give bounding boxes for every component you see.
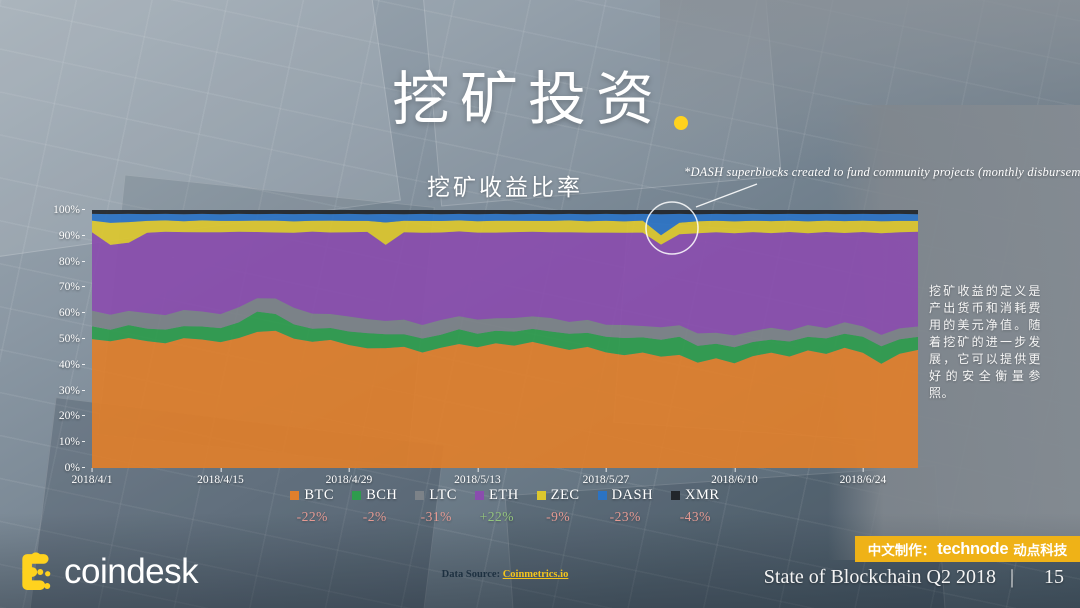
y-axis: 0% 10% 20% 30% 40% 50% 60% 70% 80% 90% 100% <box>44 204 86 474</box>
x-tick-label: 2018/5/27 <box>582 468 630 486</box>
legend-label: ZEC <box>550 487 580 503</box>
coindesk-logo-icon <box>22 552 51 590</box>
y-tick-label: 30% <box>58 384 86 397</box>
legend-change: -2% <box>362 509 387 524</box>
legend-label: BCH <box>366 487 398 503</box>
banner-prefix: 中文制作： <box>867 543 936 558</box>
legend-label: DASH <box>611 487 654 503</box>
y-tick-label: 10% <box>58 436 86 449</box>
legend-swatch-dash <box>597 491 607 500</box>
x-tick-label: 2018/5/13 <box>454 468 501 486</box>
report-title: State of Blockchain Q2 2018 <box>763 566 996 588</box>
y-tick-label: 40% <box>58 358 86 371</box>
title-row: 挖矿投资 <box>0 52 1080 136</box>
report-footer: State of Blockchain Q2 2018 | 15 <box>764 566 1064 589</box>
legend-change: -9% <box>546 509 571 524</box>
area-btc <box>92 330 918 468</box>
x-tick-label: 2018/4/15 <box>197 468 244 486</box>
legend-change: -22% <box>296 509 328 524</box>
legend-change: -43% <box>679 509 711 524</box>
legend-item-xmr: XMR -43% <box>671 487 720 525</box>
translation-banner: 中文制作： technode 动点科技 <box>855 536 1080 562</box>
side-note: 挖矿收益的定义是产出货币和消耗费用的美元净值。随着挖矿的进一步发展，它可以提供更… <box>929 284 1041 401</box>
area-ltc <box>92 298 918 348</box>
mining-revenue-chart <box>92 210 918 468</box>
x-axis: 2018/4/1 2018/4/15 2018/4/29 2018/5/13 2018/… <box>72 468 918 490</box>
data-source-link[interactable]: Coinmetrics.io <box>502 569 569 580</box>
technode-brand: technode <box>937 539 1009 558</box>
legend-item-bch: BCH -2% <box>352 487 397 525</box>
legend-label: XMR <box>685 487 720 503</box>
legend-item-btc: BTC -22% <box>290 487 334 525</box>
legend-swatch-zec <box>536 491 546 500</box>
x-tick-label: 2018/6/24 <box>839 468 887 486</box>
legend-swatch-btc <box>290 491 300 500</box>
y-tick-label: 90% <box>58 229 86 242</box>
legend-swatch-xmr <box>671 491 681 500</box>
legend-item-zec: ZEC -9% <box>536 487 580 525</box>
x-tick-label: 2018/6/10 <box>711 468 758 486</box>
y-tick-label: 100% <box>53 204 85 216</box>
legend-item-ltc: LTC -31% <box>415 487 457 525</box>
title-accent-dot <box>674 116 688 130</box>
y-tick-label: 60% <box>58 307 86 320</box>
legend-item-eth: ETH +22% <box>474 487 519 525</box>
legend-swatch-bch <box>352 491 362 500</box>
area-eth <box>92 231 918 336</box>
stacked-area-plot <box>92 210 918 468</box>
chart-legend: BTC -22% BCH -2% LTC -31% ETH +22% ZEC -9% DASH -23… <box>92 487 918 525</box>
legend-label: ETH <box>488 487 519 503</box>
area-xmr <box>92 210 918 215</box>
y-tick-label: 50% <box>58 333 86 345</box>
footer-separator: | <box>1009 566 1014 588</box>
y-tick-label: 20% <box>58 410 86 423</box>
data-source: Data Source: Coinmetrics.io <box>92 569 918 580</box>
coindesk-logo: coindesk <box>14 551 199 593</box>
legend-item-dash: DASH -23% <box>597 487 654 525</box>
legend-change: +22% <box>479 509 514 524</box>
legend-label: BTC <box>304 487 335 503</box>
x-tick-label: 2018/4/1 <box>71 468 113 486</box>
x-tick-label: 2018/4/29 <box>325 468 373 486</box>
legend-swatch-ltc <box>415 491 425 500</box>
y-tick-label: 80% <box>58 255 86 268</box>
banner-suffix: 动点科技 <box>1013 543 1068 558</box>
legend-change: -31% <box>420 509 452 524</box>
area-bch <box>92 311 918 364</box>
chart-title: 挖矿收益比率 <box>427 175 583 200</box>
page-number: 15 <box>1044 566 1064 588</box>
page-title: 挖矿投资 <box>391 67 664 132</box>
area-dash <box>92 213 918 236</box>
legend-label: LTC <box>429 487 457 503</box>
data-source-label: Data Source: <box>441 569 501 580</box>
dash-annotation-text: *DASH superblocks created to fund commun… <box>684 165 1080 179</box>
legend-change: -23% <box>609 509 641 524</box>
coindesk-wordmark: coindesk <box>64 552 199 591</box>
y-tick-label: 70% <box>58 281 86 294</box>
legend-swatch-eth <box>474 491 484 500</box>
y-tick-label: 0% <box>64 462 86 474</box>
area-zec <box>92 220 918 245</box>
